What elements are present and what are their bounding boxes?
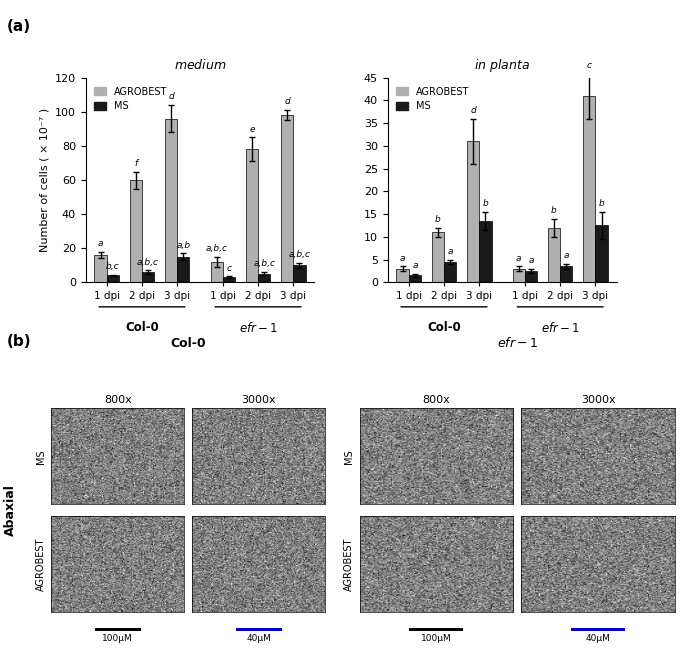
Text: $\it{efr-1}$: $\it{efr-1}$ bbox=[540, 321, 580, 335]
Bar bbox=[583, 96, 595, 283]
Text: b: b bbox=[482, 199, 488, 208]
Bar bbox=[479, 221, 492, 283]
Bar bbox=[129, 180, 142, 283]
Legend: AGROBEST, MS: AGROBEST, MS bbox=[393, 83, 473, 115]
Text: 3000x: 3000x bbox=[242, 395, 276, 405]
Bar bbox=[548, 227, 560, 283]
Text: a,b,c: a,b,c bbox=[253, 259, 275, 268]
Text: $\it{efr-1}$: $\it{efr-1}$ bbox=[238, 321, 277, 335]
Title: $\it{medium}$: $\it{medium}$ bbox=[174, 58, 226, 73]
Text: a,b,c: a,b,c bbox=[137, 258, 159, 267]
Y-axis label: Number of cells ( × 10⁻⁷ ): Number of cells ( × 10⁻⁷ ) bbox=[39, 108, 49, 252]
Bar bbox=[258, 273, 271, 283]
Bar bbox=[467, 141, 479, 283]
Text: c: c bbox=[227, 264, 232, 273]
Bar bbox=[512, 269, 525, 283]
Text: MS: MS bbox=[344, 449, 354, 464]
Text: 800x: 800x bbox=[104, 395, 132, 405]
Text: Col-0: Col-0 bbox=[171, 337, 206, 350]
Text: Col-0: Col-0 bbox=[125, 321, 159, 334]
Bar bbox=[293, 265, 306, 283]
Bar bbox=[223, 277, 235, 283]
Text: a: a bbox=[412, 261, 418, 270]
Text: 40μM: 40μM bbox=[586, 634, 610, 643]
Text: a: a bbox=[98, 239, 103, 248]
Text: 100μM: 100μM bbox=[103, 634, 133, 643]
Bar bbox=[560, 266, 573, 283]
Bar bbox=[142, 272, 154, 283]
Text: f: f bbox=[134, 159, 138, 168]
Text: $\it{efr-1}$: $\it{efr-1}$ bbox=[497, 336, 538, 350]
Text: a: a bbox=[528, 256, 534, 265]
Bar bbox=[444, 262, 456, 283]
Bar bbox=[246, 149, 258, 283]
Bar bbox=[595, 226, 608, 283]
Bar bbox=[397, 269, 409, 283]
Text: a: a bbox=[564, 251, 569, 260]
Bar bbox=[525, 271, 537, 283]
Bar bbox=[177, 257, 190, 283]
Text: c: c bbox=[587, 60, 592, 69]
Bar bbox=[281, 115, 293, 283]
Text: d: d bbox=[284, 97, 290, 106]
Text: 100μM: 100μM bbox=[421, 634, 451, 643]
Text: (a): (a) bbox=[7, 19, 31, 34]
Bar bbox=[107, 275, 119, 283]
Title: $\it{in\ planta}$: $\it{in\ planta}$ bbox=[474, 58, 530, 75]
Text: d: d bbox=[470, 106, 476, 115]
Text: a: a bbox=[400, 254, 406, 262]
Text: Col-0: Col-0 bbox=[427, 321, 461, 334]
Text: (b): (b) bbox=[7, 334, 32, 349]
Text: b: b bbox=[599, 199, 604, 208]
Text: b: b bbox=[551, 206, 557, 215]
Text: Abaxial: Abaxial bbox=[4, 484, 16, 537]
Text: b: b bbox=[435, 215, 440, 224]
Text: 3000x: 3000x bbox=[581, 395, 615, 405]
Text: e: e bbox=[249, 124, 255, 133]
Legend: AGROBEST, MS: AGROBEST, MS bbox=[90, 83, 171, 115]
Text: AGROBEST: AGROBEST bbox=[344, 538, 354, 591]
Bar bbox=[432, 232, 444, 283]
Text: 800x: 800x bbox=[423, 395, 450, 405]
Text: a,b: a,b bbox=[176, 240, 190, 249]
Text: a: a bbox=[447, 247, 453, 256]
Bar bbox=[165, 119, 177, 283]
Text: b,c: b,c bbox=[106, 262, 120, 271]
Bar bbox=[95, 255, 107, 283]
Text: a,b,c: a,b,c bbox=[288, 250, 310, 259]
Text: d: d bbox=[168, 93, 174, 101]
Bar bbox=[409, 275, 421, 283]
Text: a: a bbox=[516, 254, 521, 262]
Text: MS: MS bbox=[36, 449, 46, 464]
Text: a,b,c: a,b,c bbox=[206, 244, 227, 253]
Bar bbox=[210, 262, 223, 283]
Text: AGROBEST: AGROBEST bbox=[36, 538, 46, 591]
Text: 40μM: 40μM bbox=[247, 634, 271, 643]
